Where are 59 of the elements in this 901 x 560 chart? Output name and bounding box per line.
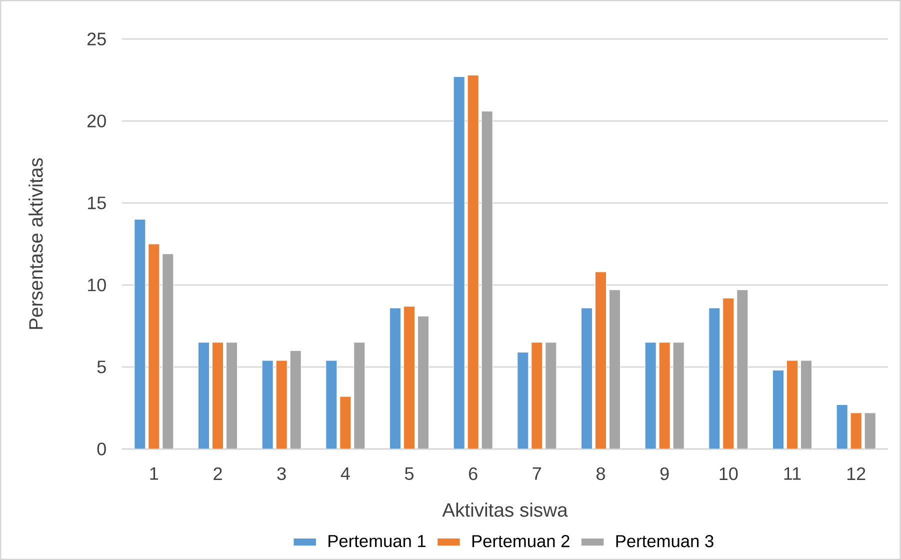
bar — [594, 272, 607, 449]
x-tick-label: 2 — [214, 467, 222, 480]
x-tick-label: 4 — [340, 467, 350, 480]
bar — [134, 219, 146, 449]
bar — [644, 342, 656, 449]
bar — [864, 412, 876, 449]
bar — [800, 360, 812, 449]
bar — [658, 342, 670, 449]
bar — [772, 370, 784, 449]
y-tick-label: 5 — [97, 360, 106, 374]
bar — [850, 412, 862, 449]
x-tick-label: 8 — [596, 467, 605, 480]
x-tick-label: 5 — [404, 467, 414, 480]
bar — [608, 290, 621, 449]
legend-label: Pertemuan 2 — [472, 535, 570, 548]
bar — [262, 360, 274, 449]
bar — [836, 404, 848, 449]
bar — [276, 360, 288, 449]
bar — [467, 74, 479, 449]
bar — [531, 342, 543, 449]
x-tick-label: 6 — [469, 467, 478, 480]
x-tick-label: 11 — [784, 467, 801, 480]
y-axis-title: Persentase aktivitas — [28, 158, 43, 329]
bar — [672, 342, 684, 449]
x-tick-label: 9 — [660, 467, 669, 480]
bar — [403, 306, 416, 449]
bar — [736, 290, 748, 449]
y-tick-label: 15 — [88, 196, 106, 210]
bar — [708, 308, 720, 449]
bar — [340, 396, 352, 449]
x-tick-label: 10 — [720, 467, 738, 480]
bar — [226, 342, 238, 449]
x-axis-title: Aktivitas siswa — [442, 502, 568, 517]
bar — [354, 342, 366, 449]
y-tick-label: 25 — [88, 32, 106, 46]
bar — [517, 352, 529, 449]
bar — [481, 110, 493, 449]
y-tick-label: 10 — [88, 278, 106, 292]
y-tick-label: 0 — [97, 442, 106, 456]
legend-label: Pertemuan 1 — [328, 535, 426, 548]
bar — [389, 308, 402, 449]
bar — [453, 76, 465, 449]
bar — [198, 342, 210, 449]
bar — [580, 308, 593, 449]
bar — [212, 342, 224, 449]
bar — [786, 360, 798, 449]
x-tick-label: 7 — [532, 467, 542, 480]
y-tick-label: 20 — [88, 114, 106, 128]
bar — [162, 254, 174, 449]
x-tick-label: 3 — [277, 467, 286, 480]
bar — [417, 316, 430, 449]
legend-label: Pertemuan 3 — [616, 535, 714, 548]
x-tick-label: 1 — [150, 467, 158, 480]
bar — [148, 244, 160, 449]
bar — [290, 350, 302, 449]
bar — [326, 360, 338, 449]
bar — [545, 342, 557, 449]
x-tick-label: 12 — [847, 467, 866, 480]
bar — [722, 298, 734, 449]
